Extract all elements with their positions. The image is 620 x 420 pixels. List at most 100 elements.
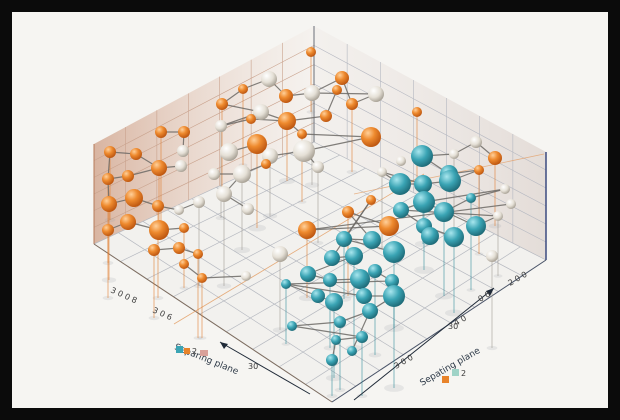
teal-node [466,193,476,203]
orange-node [151,160,167,176]
orange-node [306,47,316,57]
bond [331,199,372,259]
floor-grid-line [305,246,521,385]
bond [285,283,365,297]
left-dimension-line [219,341,311,395]
teal-node [311,289,325,303]
teal-node [362,303,378,319]
white-node [486,250,498,262]
orange-node [346,98,358,110]
right-plane-label: Sepating plane [419,346,483,389]
teal-node [383,285,405,307]
front-tick-1: 30 [248,362,258,371]
legend-right-value: 2 [461,369,466,378]
teal-node [439,170,461,192]
orange-node [379,216,399,236]
orange-node [366,195,376,205]
right-arrow-head-icon [486,288,494,296]
teal-node [411,145,433,167]
orange-node [178,126,190,138]
teal-node [334,316,346,328]
orange-node [412,107,422,117]
legend-left-value: 2 [192,347,197,356]
orange-node [342,206,354,218]
teal-node [421,227,439,245]
white-node [175,160,187,172]
teal-node [356,288,372,304]
white-node [500,184,510,194]
teal-node [300,266,316,282]
wall-grid-line [313,64,547,189]
legend-teal-swatch [176,346,183,353]
orange-node [361,127,381,147]
teal-node [383,241,405,263]
bond [201,275,247,279]
teal-node [356,331,368,343]
nodes [101,47,516,366]
orange-node [179,259,189,269]
legend-right-orange-swatch [442,376,449,383]
orange-node [246,114,256,124]
orange-node [104,146,116,158]
front-tick-3: 30 [448,322,458,331]
bond [311,92,377,95]
bond [306,225,390,231]
white-node [470,136,482,148]
teal-node [345,247,363,265]
bond [306,203,512,231]
legend-orange-swatch [184,348,190,354]
isometric-molecular-grid: Separing plane Sepating plane 3 0 0 8 3 … [93,26,547,403]
orange-node [197,273,207,283]
white-node [174,205,184,215]
white-node [215,120,227,132]
teal-node [444,227,464,247]
wall-grid-line [93,45,315,161]
teal-node [287,321,297,331]
teal-node [336,231,352,247]
white-node [304,85,320,101]
orange-node [261,159,271,169]
teal-node [350,269,370,289]
teal-node [414,175,432,193]
orange-node [148,244,160,256]
white-node [253,104,269,120]
orange-node [152,200,164,212]
orange-node [179,223,189,233]
orange-node [130,148,142,160]
orange-node [297,129,307,139]
bond [291,321,341,327]
teal-node [281,279,291,289]
network-scene: Separing plane Sepating plane 3 0 0 8 3 … [24,24,620,420]
orange-node [216,98,228,110]
orange-node [488,151,502,165]
bond [291,325,363,338]
white-node [396,156,406,166]
orange-node [101,196,117,212]
teal-node [393,202,409,218]
orange-node [173,242,185,254]
teal-node [323,273,337,287]
orange-node [125,189,143,207]
left-wall [94,26,314,244]
white-node [312,161,324,173]
white-node [272,246,288,262]
orange-node [320,110,332,122]
white-node [233,165,251,183]
orange-node [279,89,293,103]
orange-node [298,221,316,239]
white-node [493,211,503,221]
right-wall [314,26,546,260]
teal-node [434,202,454,222]
floor-front-right-edge [331,259,547,403]
floor-grid-line [226,207,444,333]
white-node [177,145,189,157]
orange-node [238,84,248,94]
orange-node [120,214,136,230]
floor-front-left-edge [93,243,333,403]
orange-node [149,220,169,240]
right-dimension-line [353,287,495,401]
legend-pink-swatch [200,350,208,356]
white-node [216,186,232,202]
teal-node [326,354,338,366]
